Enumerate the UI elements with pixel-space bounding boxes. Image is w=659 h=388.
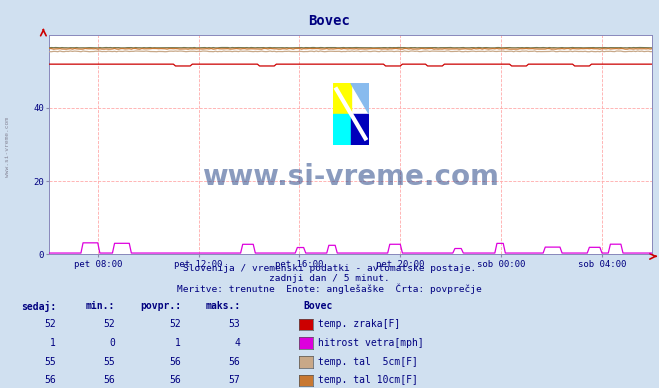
Text: 1: 1 (50, 338, 56, 348)
Text: www.si-vreme.com: www.si-vreme.com (202, 163, 500, 191)
Text: Slovenija / vremenski podatki - avtomatske postaje.: Slovenija / vremenski podatki - avtomats… (183, 264, 476, 273)
Text: temp. tal 10cm[F]: temp. tal 10cm[F] (318, 375, 418, 385)
Text: 56: 56 (103, 375, 115, 385)
Text: 52: 52 (169, 319, 181, 329)
Text: povpr.:: povpr.: (140, 301, 181, 311)
Text: Meritve: trenutne  Enote: anglešaške  Črta: povprečje: Meritve: trenutne Enote: anglešaške Črta… (177, 283, 482, 294)
Text: Bovec: Bovec (303, 301, 333, 311)
Text: 4: 4 (235, 338, 241, 348)
Text: Bovec: Bovec (308, 14, 351, 28)
Text: min.:: min.: (86, 301, 115, 311)
Text: www.si-vreme.com: www.si-vreme.com (5, 118, 11, 177)
Text: 55: 55 (44, 357, 56, 367)
Text: temp. zraka[F]: temp. zraka[F] (318, 319, 401, 329)
Text: temp. tal  5cm[F]: temp. tal 5cm[F] (318, 357, 418, 367)
Polygon shape (351, 83, 369, 114)
Text: 0: 0 (109, 338, 115, 348)
Text: 56: 56 (44, 375, 56, 385)
Text: 1: 1 (175, 338, 181, 348)
Text: zadnji dan / 5 minut.: zadnji dan / 5 minut. (269, 274, 390, 283)
Text: 56: 56 (169, 375, 181, 385)
Text: maks.:: maks.: (206, 301, 241, 311)
Text: 53: 53 (229, 319, 241, 329)
Text: 57: 57 (229, 375, 241, 385)
Text: 56: 56 (169, 357, 181, 367)
Text: 52: 52 (103, 319, 115, 329)
Bar (333, 114, 351, 145)
Text: hitrost vetra[mph]: hitrost vetra[mph] (318, 338, 424, 348)
Text: 55: 55 (103, 357, 115, 367)
Bar (351, 114, 369, 145)
Bar (333, 83, 351, 114)
Text: 56: 56 (229, 357, 241, 367)
Text: 52: 52 (44, 319, 56, 329)
Text: sedaj:: sedaj: (21, 301, 56, 312)
